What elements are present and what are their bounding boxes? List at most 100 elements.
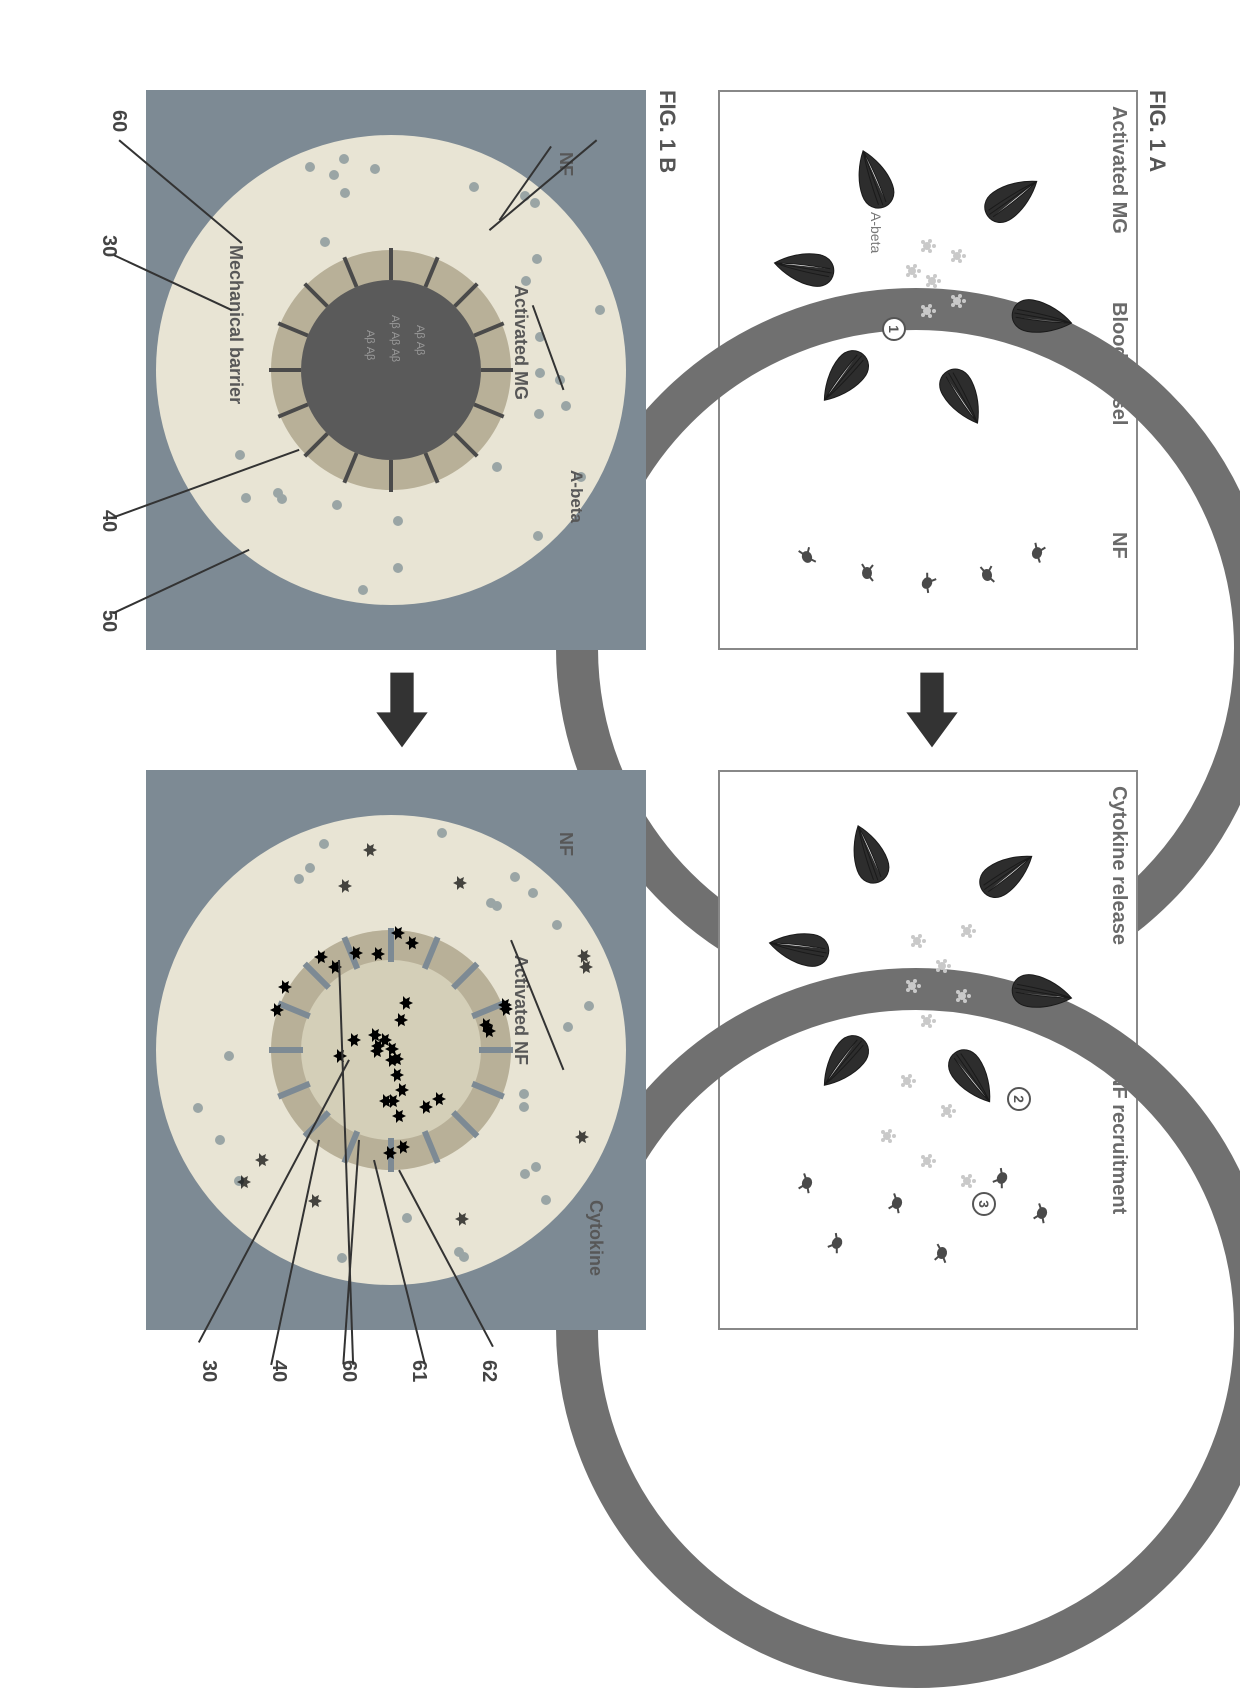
fig-1a-label: FIG. 1 A <box>1144 90 1170 172</box>
cytokine-particle <box>313 949 329 965</box>
abeta-particle <box>958 1172 976 1190</box>
label-activated-mg: Activated MG <box>1107 106 1130 234</box>
microglia-cell <box>837 138 908 218</box>
microglia-cell <box>971 158 1055 238</box>
nf-dot <box>552 920 562 930</box>
cytokine-particle <box>254 1152 270 1168</box>
neutrophil-cell <box>931 1241 953 1266</box>
abeta-particle <box>948 247 966 265</box>
label-activated-nf: Activated NF <box>510 955 531 1065</box>
cytokine-particle <box>405 935 421 951</box>
abeta-inner-text: Aβ Aβ <box>364 330 376 360</box>
abeta-particle <box>903 262 921 280</box>
ring-segment-gap <box>269 1047 303 1053</box>
nf-dot <box>530 198 540 208</box>
cytokine-particle <box>398 995 414 1011</box>
abeta-particle <box>918 237 936 255</box>
panel-a-right: Cytokine release NF recruitment 2 3 <box>718 770 1138 1330</box>
nf-dot <box>584 1001 594 1011</box>
cytokine-particle <box>348 945 364 961</box>
nf-dot <box>561 401 571 411</box>
abeta-caption: A-beta <box>868 212 884 253</box>
step-marker-3: 3 <box>972 1192 996 1216</box>
nf-dot <box>277 494 287 504</box>
cytokine-particle <box>236 1174 252 1190</box>
abeta-inner-text: Aβ Aβ <box>414 325 426 355</box>
label-activated-mg-b: Activated MG <box>510 285 531 400</box>
nf-dot <box>215 1135 225 1145</box>
cytokine-particle <box>346 1032 362 1048</box>
neutrophil-cell <box>858 562 876 584</box>
callout-60: 60 <box>107 110 130 132</box>
cytokine-particle <box>395 1139 411 1155</box>
panel-a-left: Activated MG Blood vessel NF A-beta 1 <box>718 90 1138 650</box>
nf-dot <box>510 872 520 882</box>
nf-dot <box>531 1162 541 1172</box>
nf-dot <box>563 1022 573 1032</box>
label-nf-b2: NF <box>555 832 576 856</box>
nf-dot <box>492 462 502 472</box>
label-mech-barrier: Mechanical barrier <box>225 245 246 404</box>
callout-61: 61 <box>407 1360 430 1382</box>
nf-dot <box>319 839 329 849</box>
abeta-particle <box>953 987 971 1005</box>
label-cytokine-release: Cytokine release <box>1107 786 1130 945</box>
cytokine-particle <box>576 948 592 964</box>
cytokine-particle <box>452 875 468 891</box>
barrier-spoke <box>389 460 393 492</box>
cytokine-particle <box>269 1002 285 1018</box>
microglia-cell <box>761 917 835 980</box>
callout-50: 50 <box>97 610 120 632</box>
microglia-cell <box>966 833 1050 913</box>
label-cytokine: Cytokine <box>585 1200 606 1276</box>
callout-40: 40 <box>97 510 120 532</box>
cytokine-particle <box>362 842 378 858</box>
abeta-particle <box>938 1102 956 1120</box>
cytokine-particle <box>338 878 354 894</box>
abeta-particle <box>918 302 936 320</box>
callout-30: 30 <box>97 235 120 257</box>
abeta-particle <box>898 1072 916 1090</box>
cytokine-particle <box>393 1012 409 1028</box>
nf-dot <box>329 170 339 180</box>
callout-60r: 60 <box>337 1360 360 1382</box>
cytokine-particle <box>389 1051 405 1067</box>
cytokine-particle <box>391 1108 407 1124</box>
abeta-particle <box>903 977 921 995</box>
cytokine-particle <box>332 1048 348 1064</box>
cytokine-particle <box>574 1129 590 1145</box>
cytokine-particle <box>454 1211 470 1227</box>
step-marker-1: 1 <box>882 317 906 341</box>
barrier-spoke <box>269 368 301 372</box>
callout-62: 62 <box>477 1360 500 1382</box>
barrier-spoke <box>481 368 513 372</box>
microglia-cell <box>766 237 840 300</box>
step-marker-2: 2 <box>1007 1087 1031 1111</box>
barrier-spoke <box>389 248 393 280</box>
abeta-particle <box>908 932 926 950</box>
nf-dot <box>305 162 315 172</box>
progression-arrow-icon <box>904 670 960 750</box>
nf-dot <box>224 1051 234 1061</box>
cytokine-particle <box>277 979 293 995</box>
nf-dot <box>520 1169 530 1179</box>
nf-dot <box>337 1253 347 1263</box>
cytokine-particle <box>327 959 343 975</box>
microglia-cell <box>1006 287 1080 350</box>
abeta-particle <box>948 292 966 310</box>
nf-dot <box>193 1103 203 1113</box>
cytokine-particle <box>370 1038 386 1054</box>
cytokine-particle <box>431 1091 447 1107</box>
panel-b-left: NF Activated MG Mechanical barrier A-bet… <box>146 90 646 650</box>
rotated-figure-container: FIG. 1 A Activated MG Blood vessel NF A-… <box>0 230 1240 1330</box>
abeta-particle <box>878 1127 896 1145</box>
nf-dot <box>294 874 304 884</box>
abeta-particle <box>933 957 951 975</box>
progression-arrow-icon <box>374 670 430 750</box>
nf-dot <box>305 863 315 873</box>
cytokine-particle <box>385 1093 401 1109</box>
nf-dot <box>528 888 538 898</box>
cytokine-particle <box>481 1023 497 1039</box>
abeta-particle <box>923 272 941 290</box>
ring-segment-gap <box>479 1047 513 1053</box>
